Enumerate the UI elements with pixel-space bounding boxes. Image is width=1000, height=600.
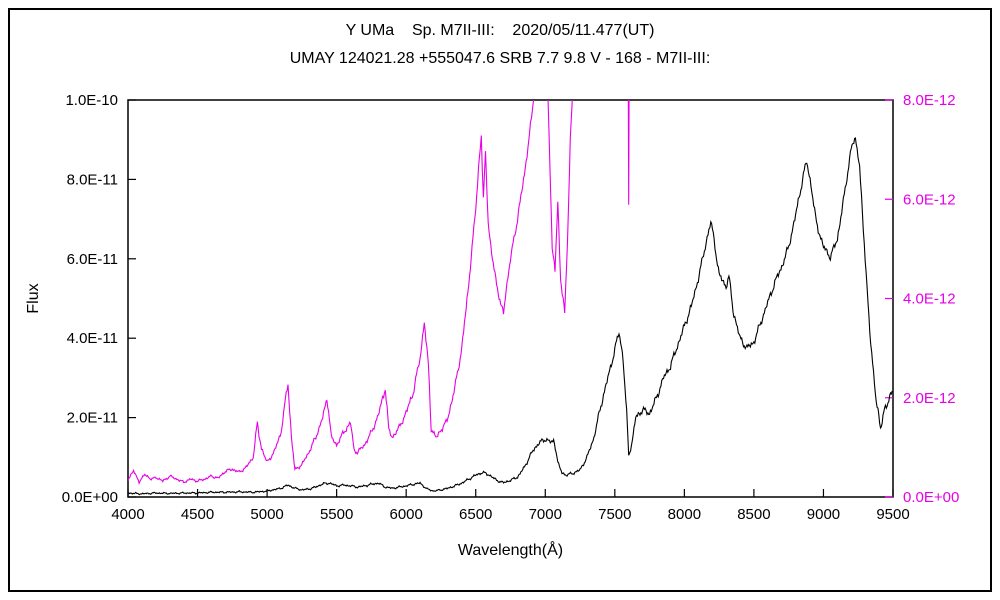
x-tick-label: 8500 [737, 506, 770, 523]
chart-subtitle: UMAY 124021.28 +555047.6 SRB 7.7 9.8 V -… [289, 50, 711, 67]
left-tick-label: 6.0E-11 [67, 251, 118, 268]
x-axis-title: Wavelength(Å) [458, 540, 563, 559]
right-tick-label: 6.0E-12 [903, 191, 956, 208]
left-tick-label: 2.0E-11 [67, 410, 118, 427]
right-tick-label: 2.0E-12 [903, 390, 956, 407]
left-tick-label: 1.0E-10 [65, 92, 118, 109]
left-tick-label: 0.0E+00 [62, 489, 118, 506]
right-tick-label: 4.0E-12 [903, 291, 956, 308]
left-tick-label: 8.0E-11 [67, 171, 118, 188]
x-tick-label: 9000 [807, 506, 840, 523]
y-axis-title: Flux [25, 283, 42, 313]
right-tick-label: 0.0E+00 [903, 489, 959, 506]
chart-frame [8, 8, 992, 592]
plot-frame [127, 99, 894, 498]
x-tick-label: 9500 [876, 506, 909, 523]
comparison-spectrum-line [128, 100, 630, 485]
target-spectrum-line [128, 137, 893, 496]
x-tick-label: 4000 [111, 506, 144, 523]
x-tick-label: 5000 [250, 506, 283, 523]
left-tick-label: 4.0E-11 [67, 330, 118, 347]
x-tick-label: 8000 [668, 506, 701, 523]
x-tick-label: 7500 [598, 506, 631, 523]
x-tick-label: 6500 [459, 506, 492, 523]
chart-title: Y UMa Sp. M7II-III: 2020/05/11.477(UT) [345, 22, 655, 39]
x-tick-label: 4500 [181, 506, 214, 523]
x-tick-label: 5500 [320, 506, 353, 523]
x-tick-label: 6000 [389, 506, 422, 523]
x-tick-label: 7000 [529, 506, 562, 523]
right-tick-label: 8.0E-12 [903, 92, 956, 109]
